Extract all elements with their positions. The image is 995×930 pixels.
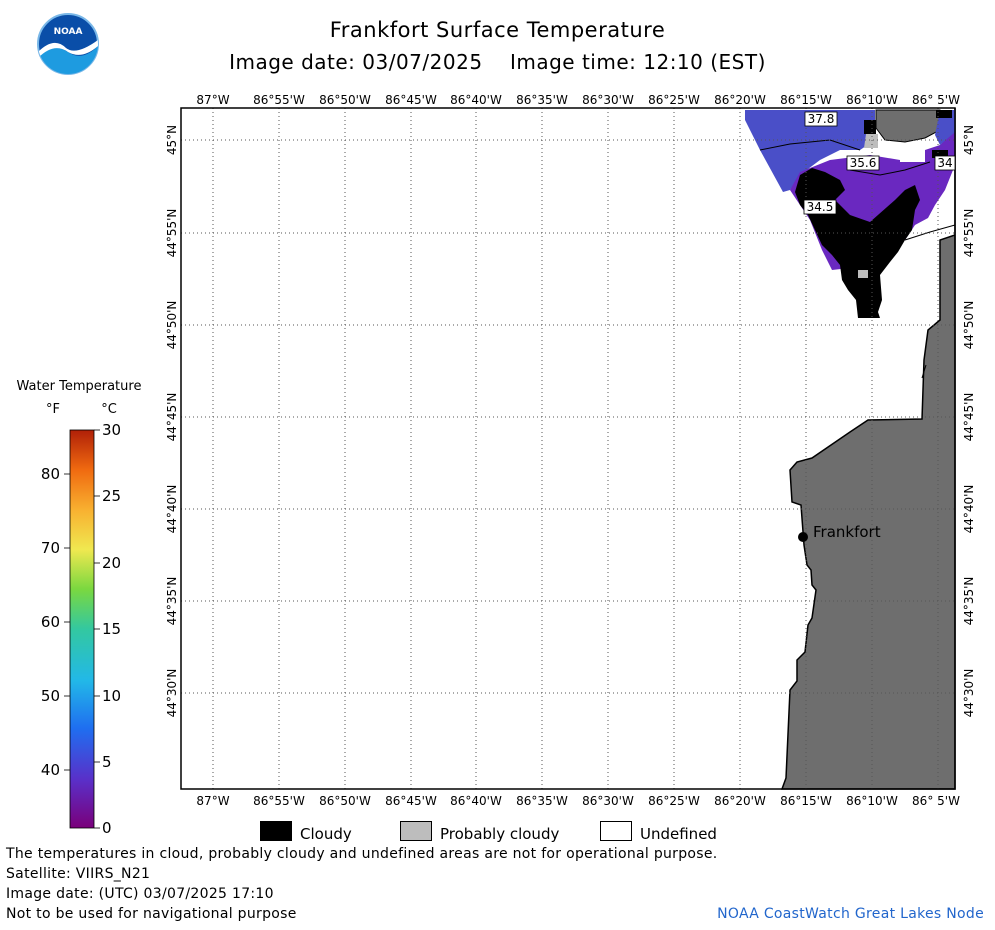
lat-labels-left: 45°N 44°55'N 44°50'N 44°45'N 44°40'N 44°… — [165, 125, 179, 718]
legend-cloudy-swatch — [260, 821, 292, 841]
footer-nav-warning: Not to be used for navigational purpose — [6, 906, 297, 922]
lon-label: 86°55'W — [253, 794, 305, 808]
lon-labels-bottom: 87°W 86°55'W 86°50'W 86°45'W 86°40'W 86°… — [196, 794, 960, 808]
legend-undefined-label: Undefined — [640, 825, 717, 843]
lon-label: 86°25'W — [648, 794, 700, 808]
lat-label: 44°35'N — [962, 577, 976, 626]
lat-label: 44°30'N — [165, 669, 179, 718]
noaa-logo: NOAA — [37, 13, 99, 75]
lon-label: 86°30'W — [582, 93, 634, 107]
frankfort-label: Frankfort — [813, 523, 881, 541]
colorbar-unit-c: °C — [101, 402, 117, 417]
f-tick: 50 — [41, 687, 60, 705]
lat-label: 44°40'N — [962, 485, 976, 534]
lon-label: 86°40'W — [450, 794, 502, 808]
page-subtitle: Image date: 03/07/2025 Image time: 12:10… — [229, 50, 766, 74]
lat-label: 44°50'N — [962, 301, 976, 350]
c-tick: 0 — [102, 819, 112, 837]
map-frame — [180, 107, 956, 790]
colorbar — [69, 429, 95, 829]
lat-label: 44°45'N — [962, 393, 976, 442]
lon-label: 87°W — [196, 93, 229, 107]
lon-label: 86° 5'W — [912, 93, 960, 107]
land-mass — [780, 108, 956, 790]
water-east-strip — [935, 110, 955, 145]
cloud-patch-ne — [932, 110, 952, 158]
footer-satellite: Satellite: VIIRS_N21 — [6, 866, 151, 882]
lon-label: 86°35'W — [516, 794, 568, 808]
c-tick: 30 — [102, 421, 121, 439]
legend-undefined-swatch — [600, 821, 632, 841]
lon-label: 86°25'W — [648, 93, 700, 107]
lon-label: 86°50'W — [319, 93, 371, 107]
lon-label: 86° 5'W — [912, 794, 960, 808]
colorbar-c-labels: 30 25 20 15 10 5 0 — [102, 421, 121, 837]
f-tick: 60 — [41, 613, 60, 631]
lat-label: 45°N — [962, 125, 976, 155]
lon-label: 86°55'W — [253, 93, 305, 107]
lat-label: 44°30'N — [962, 669, 976, 718]
lon-label: 86°45'W — [385, 93, 437, 107]
c-tick: 15 — [102, 620, 121, 638]
lon-labels-top: 87°W 86°55'W 86°50'W 86°45'W 86°40'W 86°… — [196, 93, 960, 107]
lat-labels-right: 45°N 44°55'N 44°50'N 44°45'N 44°40'N 44°… — [962, 125, 976, 718]
colorbar-unit-f: °F — [46, 402, 60, 417]
svg-text:35.6: 35.6 — [850, 156, 877, 170]
legend-cloudy-label: Cloudy — [300, 825, 352, 843]
lat-label: 45°N — [165, 125, 179, 155]
lon-label: 86°15'W — [780, 794, 832, 808]
temp-label-2: 35.6 — [846, 155, 880, 171]
undefined-area — [900, 150, 925, 162]
c-tick: 5 — [102, 753, 112, 771]
svg-text:34: 34 — [937, 156, 952, 170]
lon-label: 86°40'W — [450, 93, 502, 107]
lat-label: 44°55'N — [165, 209, 179, 258]
svg-text:34.5: 34.5 — [807, 200, 834, 214]
lat-label: 44°35'N — [165, 577, 179, 626]
lon-label: 86°15'W — [780, 93, 832, 107]
map-gridlines — [181, 108, 955, 789]
lon-label: 87°W — [196, 794, 229, 808]
temp-label-1: 37.8 — [804, 111, 838, 127]
footer-note: The temperatures in cloud, probably clou… — [6, 846, 718, 862]
lat-label: 44°50'N — [165, 301, 179, 350]
frankfort-marker — [798, 532, 808, 542]
lon-label: 86°35'W — [516, 93, 568, 107]
lat-label: 44°45'N — [165, 393, 179, 442]
page-title: Frankfort Surface Temperature — [329, 18, 666, 42]
footer-utc-date: Image date: (UTC) 03/07/2025 17:10 — [6, 886, 274, 902]
lon-label: 86°50'W — [319, 794, 371, 808]
lon-label: 86°20'W — [714, 93, 766, 107]
lon-label: 86°10'W — [846, 93, 898, 107]
colorbar-f-labels: 80 70 60 50 40 — [41, 465, 60, 779]
logo-text: NOAA — [54, 27, 83, 37]
lon-label: 86°45'W — [385, 794, 437, 808]
cloud-patch-top — [864, 120, 876, 134]
footer-credit: NOAA CoastWatch Great Lakes Node — [717, 906, 984, 922]
c-tick: 10 — [102, 687, 121, 705]
temp-label-4: 34.5 — [803, 199, 837, 215]
lat-label: 44°40'N — [165, 485, 179, 534]
water-warm-area — [745, 110, 875, 192]
svg-text:37.8: 37.8 — [808, 112, 835, 126]
c-tick: 20 — [102, 554, 121, 572]
temp-label-3: 34 — [934, 155, 956, 171]
colorbar-title: Water Temperature — [17, 379, 142, 394]
legend-probably-cloudy-label: Probably cloudy — [440, 825, 560, 843]
lon-label: 86°30'W — [582, 794, 634, 808]
c-tick: 25 — [102, 487, 121, 505]
lon-label: 86°20'W — [714, 794, 766, 808]
f-tick: 70 — [41, 539, 60, 557]
legend-probably-cloudy-swatch — [400, 821, 432, 841]
f-tick: 80 — [41, 465, 60, 483]
colorbar-ticks — [64, 429, 100, 829]
lon-label: 86°10'W — [846, 794, 898, 808]
f-tick: 40 — [41, 761, 60, 779]
lat-label: 44°55'N — [962, 209, 976, 258]
